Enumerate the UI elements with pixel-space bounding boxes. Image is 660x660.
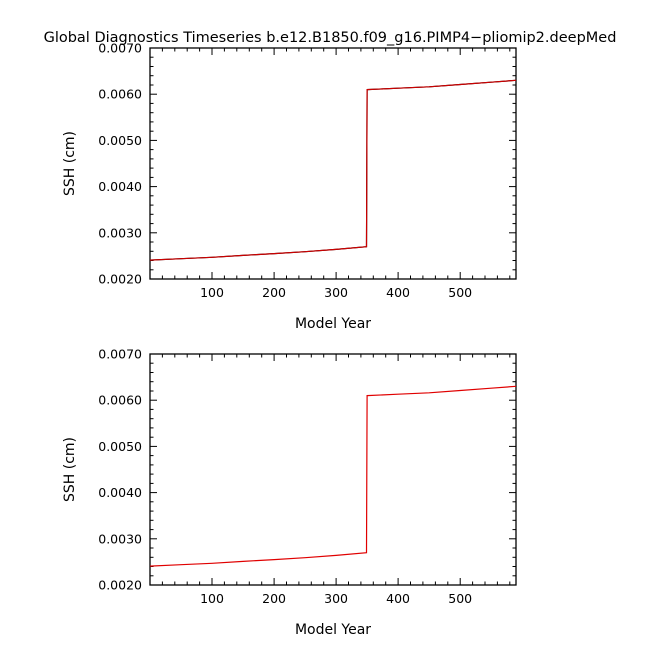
y-tick-label: 0.0070 [98,41,142,56]
y-tick-label: 0.0060 [98,87,142,102]
x-axis-label: Model Year [295,622,371,638]
axis-ticks [150,353,516,586]
series-line-0 [149,385,517,567]
y-axis-label: SSH (cm) [62,131,78,196]
axis-ticks [150,47,516,280]
y-tick-label: 0.0020 [98,272,142,287]
y-tick-label: 0.0060 [98,393,142,408]
series-line-0 [149,79,517,261]
x-tick-label: 200 [262,591,286,606]
x-tick-label: 300 [324,591,348,606]
y-tick-label: 0.0050 [98,439,142,454]
plot-frame [149,47,517,280]
figure-title: Global Diagnostics Timeseries b.e12.B185… [44,30,617,46]
x-tick-label: 100 [200,285,224,300]
plot-frame [149,353,517,586]
x-tick-label: 500 [448,591,472,606]
x-tick-label: 300 [324,285,348,300]
y-tick-label: 0.0040 [98,179,142,194]
y-tick-label: 0.0040 [98,485,142,500]
x-tick-label: 200 [262,285,286,300]
y-tick-label: 0.0070 [98,347,142,362]
series-lines [149,79,517,261]
x-axis-label: Model Year [295,316,371,332]
y-tick-label: 0.0030 [98,531,142,546]
y-tick-label: 0.0030 [98,225,142,240]
series-line-1 [149,79,517,261]
y-tick-label: 0.0050 [98,133,142,148]
y-axis-label: SSH (cm) [62,437,78,502]
x-tick-label: 500 [448,285,472,300]
x-tick-label: 100 [200,591,224,606]
x-tick-label: 400 [386,285,410,300]
x-tick-label: 400 [386,591,410,606]
y-tick-label: 0.0020 [98,578,142,593]
top-panel: 100 200 300 400 500 0.0020 0.0030 0.0040 0.0050 0… [62,41,517,332]
series-lines [149,385,517,567]
tick-labels: 100 200 300 400 500 0.0020 0.0030 0.0040 0.0050 0… [98,41,472,301]
bottom-panel: 100 200 300 400 500 0.0020 0.0030 0.0040 0.0050 0… [62,347,517,638]
tick-labels: 100 200 300 400 500 0.0020 0.0030 0.0040 0.0050 0… [98,347,472,607]
